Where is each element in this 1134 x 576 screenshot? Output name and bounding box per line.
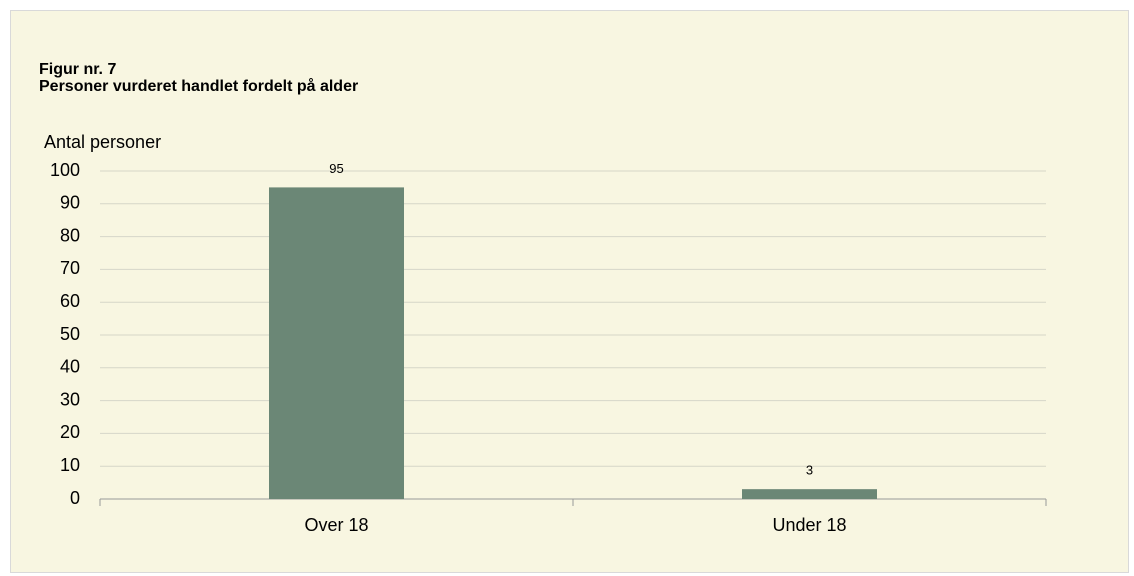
y-tick-label: 60 [60, 291, 80, 311]
chart-title: Figur nr. 7 [39, 61, 116, 78]
y-tick-label: 0 [70, 488, 80, 508]
data-label: 95 [329, 161, 343, 176]
y-tick-label: 40 [60, 357, 80, 377]
x-tick-label: Over 18 [304, 515, 368, 535]
data-label: 3 [806, 463, 813, 478]
y-tick-label: 10 [60, 455, 80, 475]
y-axis-label: Antal personer [44, 132, 161, 152]
y-tick-label: 30 [60, 389, 80, 409]
y-tick-label: 90 [60, 193, 80, 213]
chart-subtitle: Personer vurderet handlet fordelt på ald… [39, 77, 358, 95]
bar [269, 187, 404, 499]
y-tick-label: 20 [60, 422, 80, 442]
chart-background [10, 10, 1129, 573]
x-tick-label: Under 18 [772, 515, 846, 535]
y-tick-label: 100 [50, 160, 80, 180]
bar [742, 489, 877, 499]
y-tick-label: 70 [60, 258, 80, 278]
y-tick-label: 80 [60, 225, 80, 245]
y-tick-label: 50 [60, 324, 80, 344]
